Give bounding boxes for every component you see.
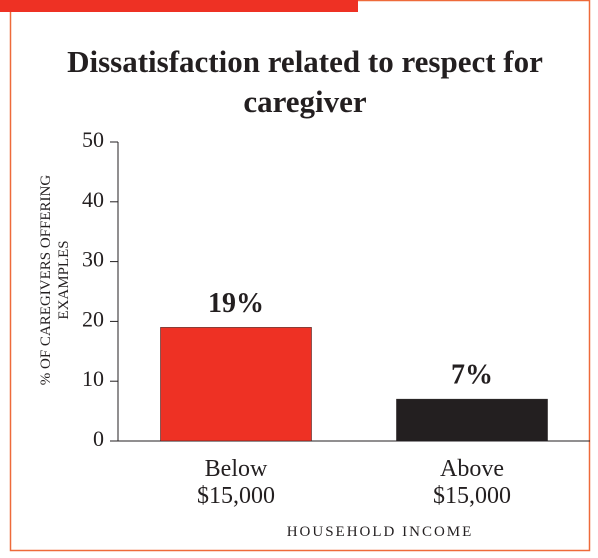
x-tick-label: Below $15,000 [197,456,275,509]
y-tick-label: 30 [82,247,104,272]
bar [396,398,548,442]
y-axis-label: % OF CAREGIVERS OFFERING EXAMPLES [38,174,72,386]
y-tick-label: 50 [82,127,104,152]
header-bar [0,0,358,12]
chart-title: Dissatisfaction related to respect for c… [67,44,543,119]
value-label: 19% [208,288,264,319]
value-label: 7% [451,360,493,391]
bar [160,327,312,442]
x-axis-label: HOUSEHOLD INCOME [286,524,474,540]
y-tick-label: 40 [82,187,104,212]
y-tick-label: 0 [93,426,104,451]
y-tick-label: 20 [82,306,104,331]
x-tick-label: Above $15,000 [433,456,511,509]
y-tick-label: 10 [82,366,104,391]
